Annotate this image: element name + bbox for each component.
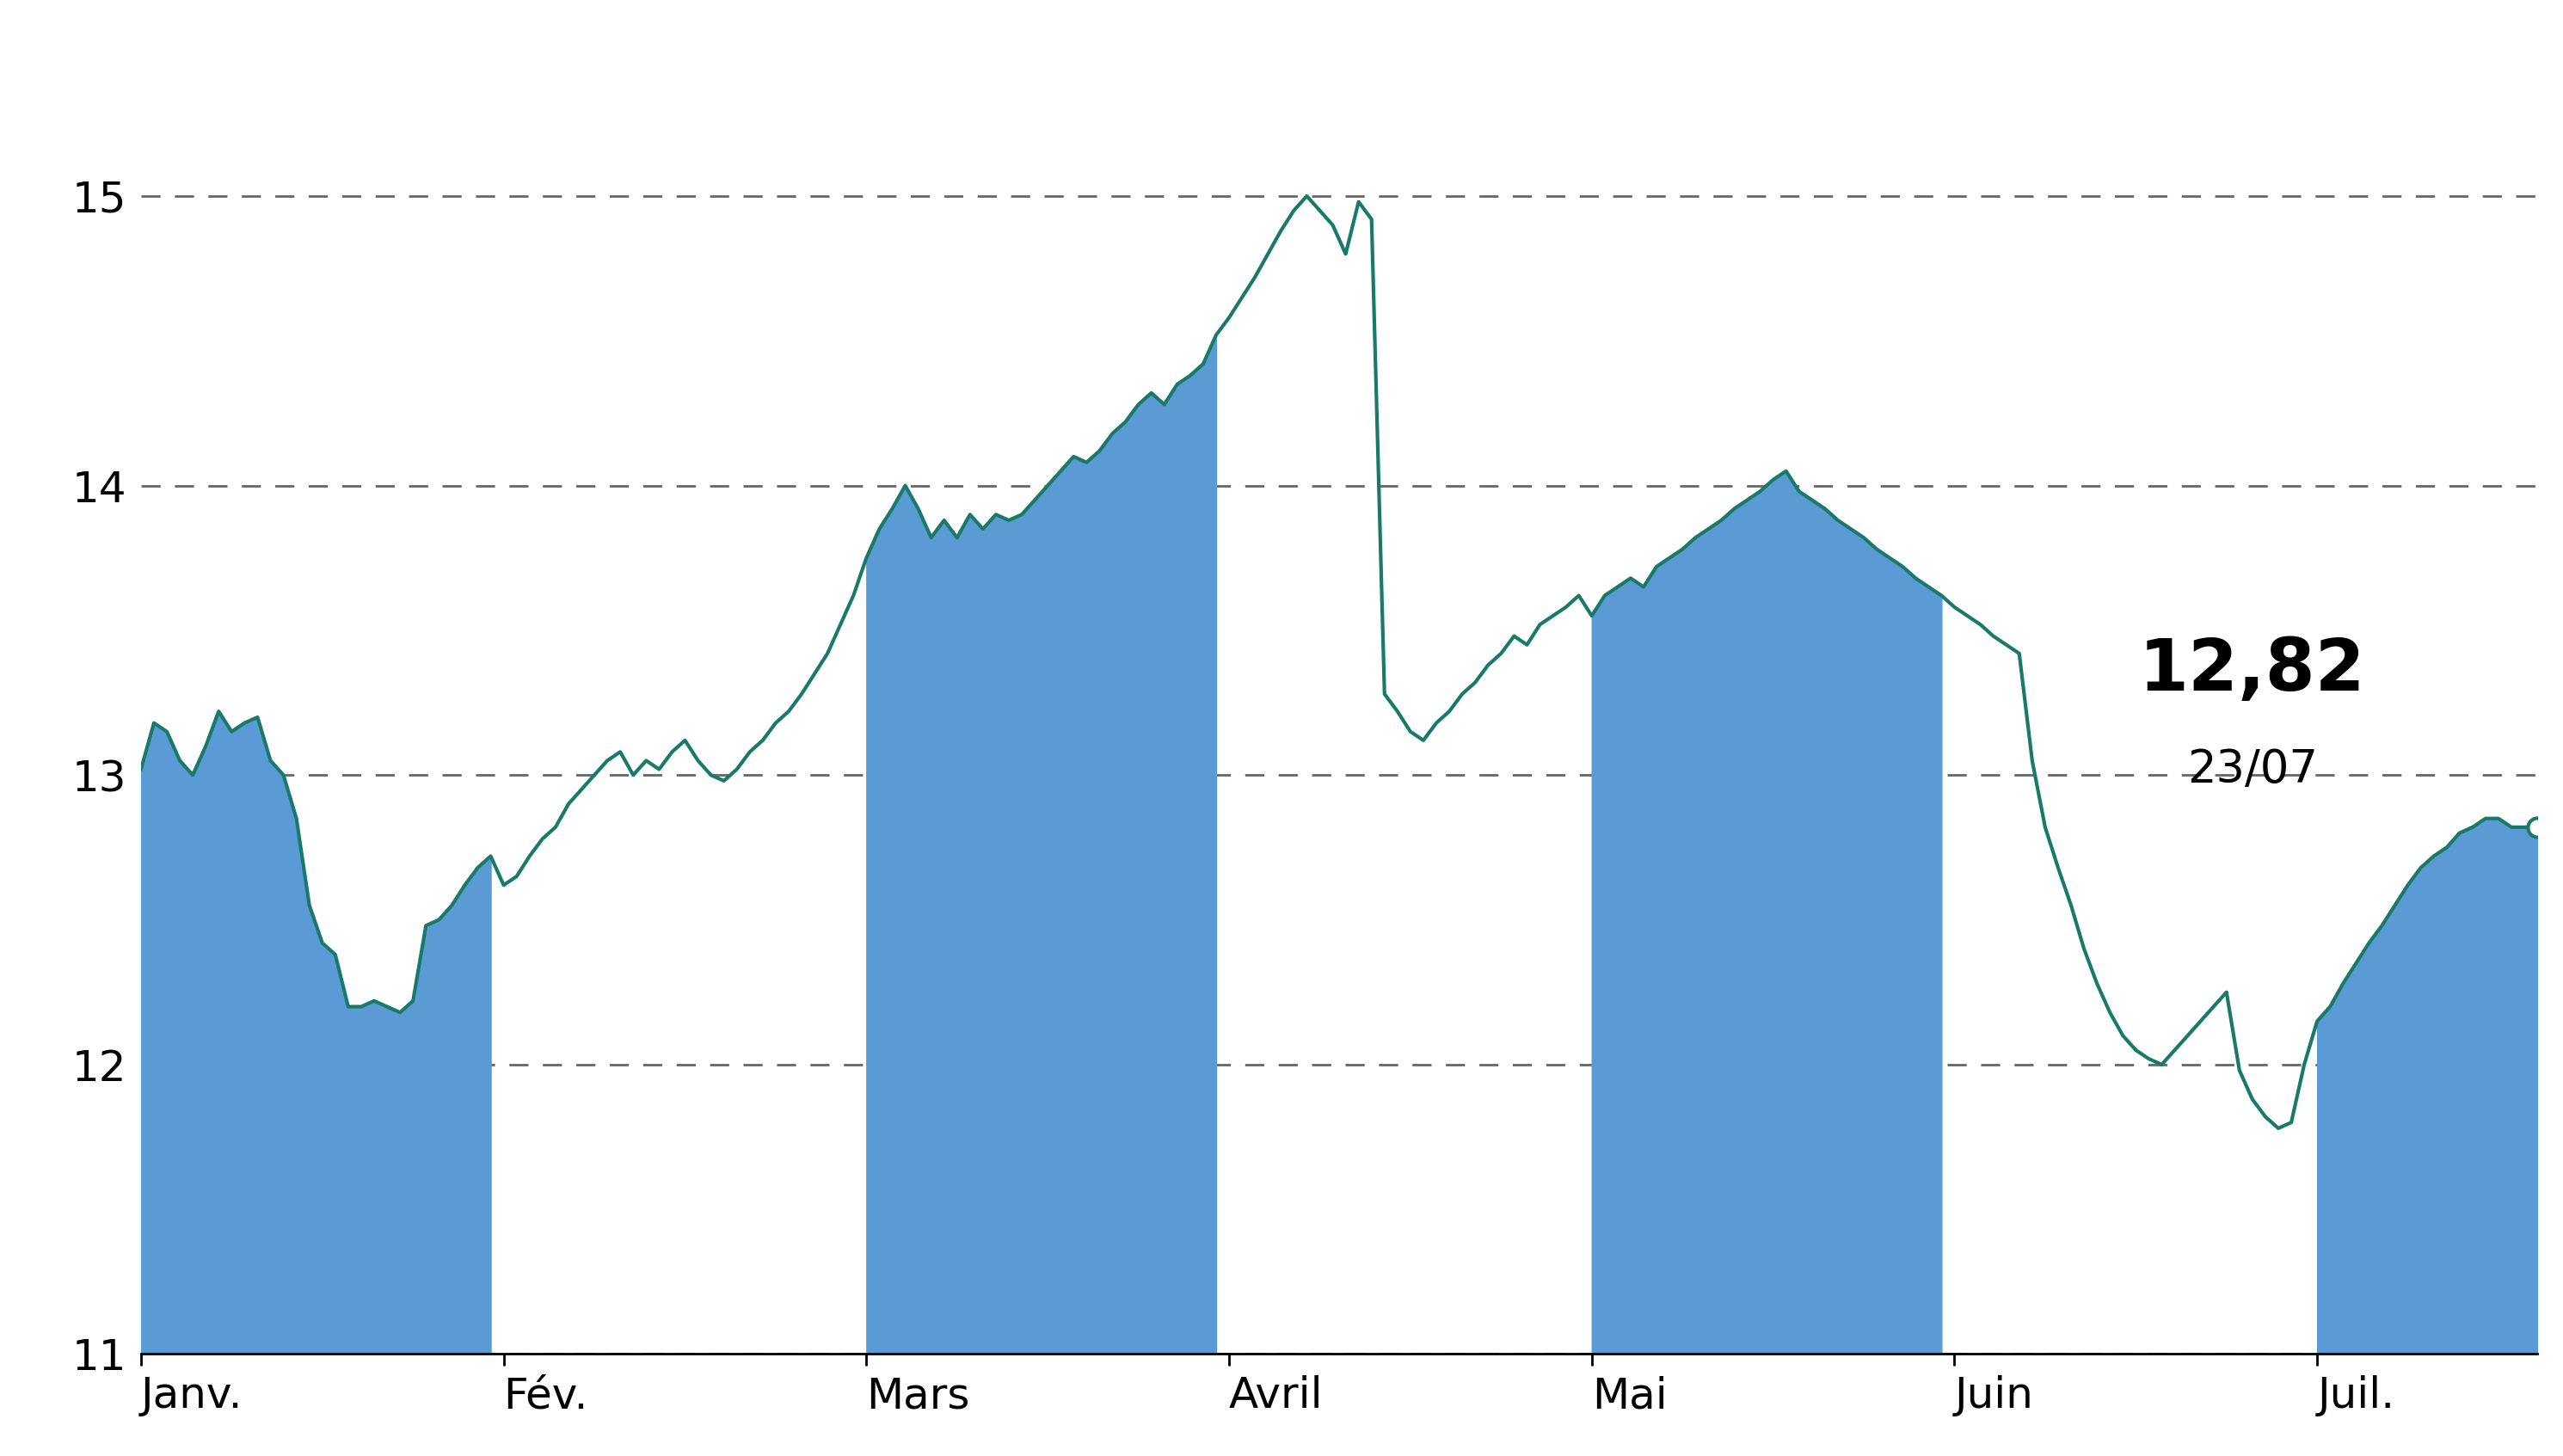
Text: 23/07: 23/07 bbox=[2186, 748, 2317, 792]
Text: 12,82: 12,82 bbox=[2140, 636, 2366, 706]
Text: METROPOLE TV: METROPOLE TV bbox=[866, 1, 1697, 93]
